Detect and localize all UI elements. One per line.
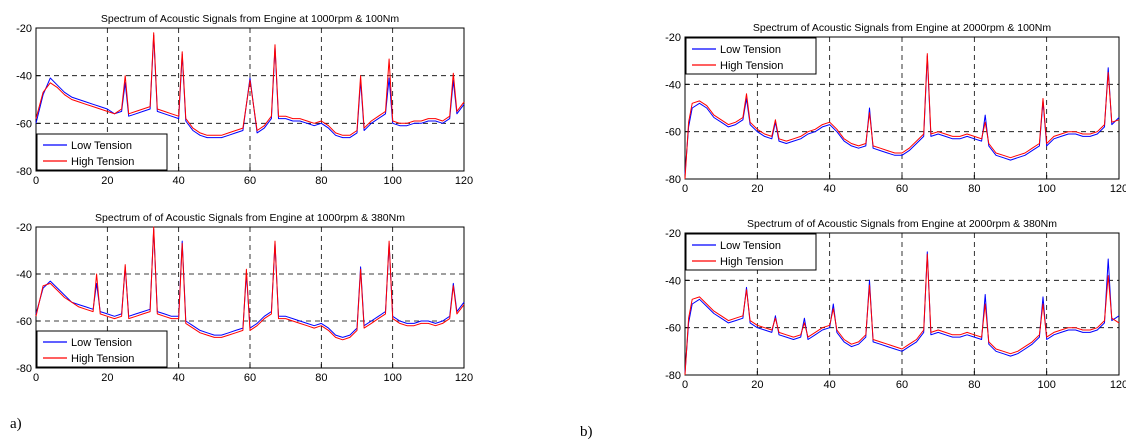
legend-entry: High Tension	[71, 353, 134, 365]
legend: Low Tension High Tension	[36, 330, 168, 368]
x-tick-label: 100	[383, 175, 401, 187]
legend-entry: Low Tension	[71, 140, 132, 152]
chart-title: Spectrum of Acoustic Signals from Engine…	[101, 13, 399, 25]
x-tick-label: 60	[244, 175, 256, 187]
x-tick-label: 120	[1110, 183, 1126, 195]
y-tick-label: -40	[665, 275, 681, 287]
chart-4: Spectrum of of Acoustic Signals from Eng…	[665, 218, 1126, 391]
x-tick-label: 100	[1037, 379, 1055, 391]
x-tick-label: 60	[896, 183, 908, 195]
x-tick-label: 120	[455, 175, 473, 187]
y-tick-label: -60	[665, 127, 681, 139]
x-tick-label: 100	[1037, 183, 1055, 195]
x-tick-label: 20	[751, 183, 763, 195]
x-tick-label: 0	[682, 183, 688, 195]
y-tick-label: -60	[665, 323, 681, 335]
legend-entry: High Tension	[720, 256, 783, 268]
x-tick-label: 120	[1110, 379, 1126, 391]
x-tick-label: 0	[682, 379, 688, 391]
y-tick-label: -80	[16, 363, 32, 375]
y-tick-label: -60	[16, 118, 32, 130]
x-tick-label: 80	[968, 379, 980, 391]
y-tick-label: -40	[16, 269, 32, 281]
legend: Low Tension High Tension	[685, 233, 817, 271]
x-tick-label: 40	[173, 175, 185, 187]
x-tick-label: 100	[383, 372, 401, 384]
x-tick-label: 80	[315, 372, 327, 384]
chart-title: Spectrum of of Acoustic Signals from Eng…	[95, 212, 405, 224]
y-tick-label: -80	[16, 166, 32, 178]
y-tick-label: -20	[665, 32, 681, 44]
legend-entry: High Tension	[71, 156, 134, 168]
y-tick-label: -20	[665, 228, 681, 240]
y-tick-label: -20	[16, 23, 32, 35]
series-line-high-tension	[35, 32, 465, 136]
legend-entry: High Tension	[720, 60, 783, 72]
chart-3: Spectrum of Acoustic Signals from Engine…	[665, 22, 1126, 195]
y-tick-label: -80	[665, 370, 681, 382]
chart-2: Spectrum of of Acoustic Signals from Eng…	[16, 212, 473, 384]
legend: Low Tension High Tension	[685, 37, 817, 75]
y-tick-label: -20	[16, 222, 32, 234]
legend-box	[36, 330, 168, 368]
x-tick-label: 20	[101, 372, 113, 384]
x-tick-label: 60	[896, 379, 908, 391]
x-tick-label: 40	[173, 372, 185, 384]
panel-label-b: b)	[580, 424, 593, 440]
series-line-high-tension	[684, 253, 1120, 376]
panel-label-a: a)	[10, 416, 22, 432]
x-tick-label: 0	[33, 372, 39, 384]
legend-box	[685, 233, 817, 271]
x-tick-label: 80	[968, 183, 980, 195]
y-tick-label: -80	[665, 174, 681, 186]
x-tick-label: 40	[824, 379, 836, 391]
x-tick-label: 20	[101, 175, 113, 187]
series-line-high-tension	[35, 226, 465, 341]
x-tick-label: 60	[244, 372, 256, 384]
x-tick-label: 120	[455, 372, 473, 384]
chart-1: Spectrum of Acoustic Signals from Engine…	[16, 13, 473, 187]
legend-entry: Low Tension	[71, 337, 132, 349]
legend-box	[685, 37, 817, 75]
legend-entry: Low Tension	[720, 44, 781, 56]
legend-entry: Low Tension	[720, 240, 781, 252]
x-tick-label: 40	[824, 183, 836, 195]
y-tick-label: -60	[16, 316, 32, 328]
series-line-high-tension	[684, 53, 1120, 180]
x-tick-label: 0	[33, 175, 39, 187]
chart-title: Spectrum of Acoustic Signals from Engine…	[753, 22, 1051, 34]
x-tick-label: 20	[751, 379, 763, 391]
chart-title: Spectrum of of Acoustic Signals from Eng…	[747, 218, 1057, 230]
x-tick-label: 80	[315, 175, 327, 187]
y-tick-label: -40	[16, 71, 32, 83]
y-tick-label: -40	[665, 79, 681, 91]
legend-box	[36, 133, 168, 171]
legend: Low Tension High Tension	[36, 133, 168, 171]
